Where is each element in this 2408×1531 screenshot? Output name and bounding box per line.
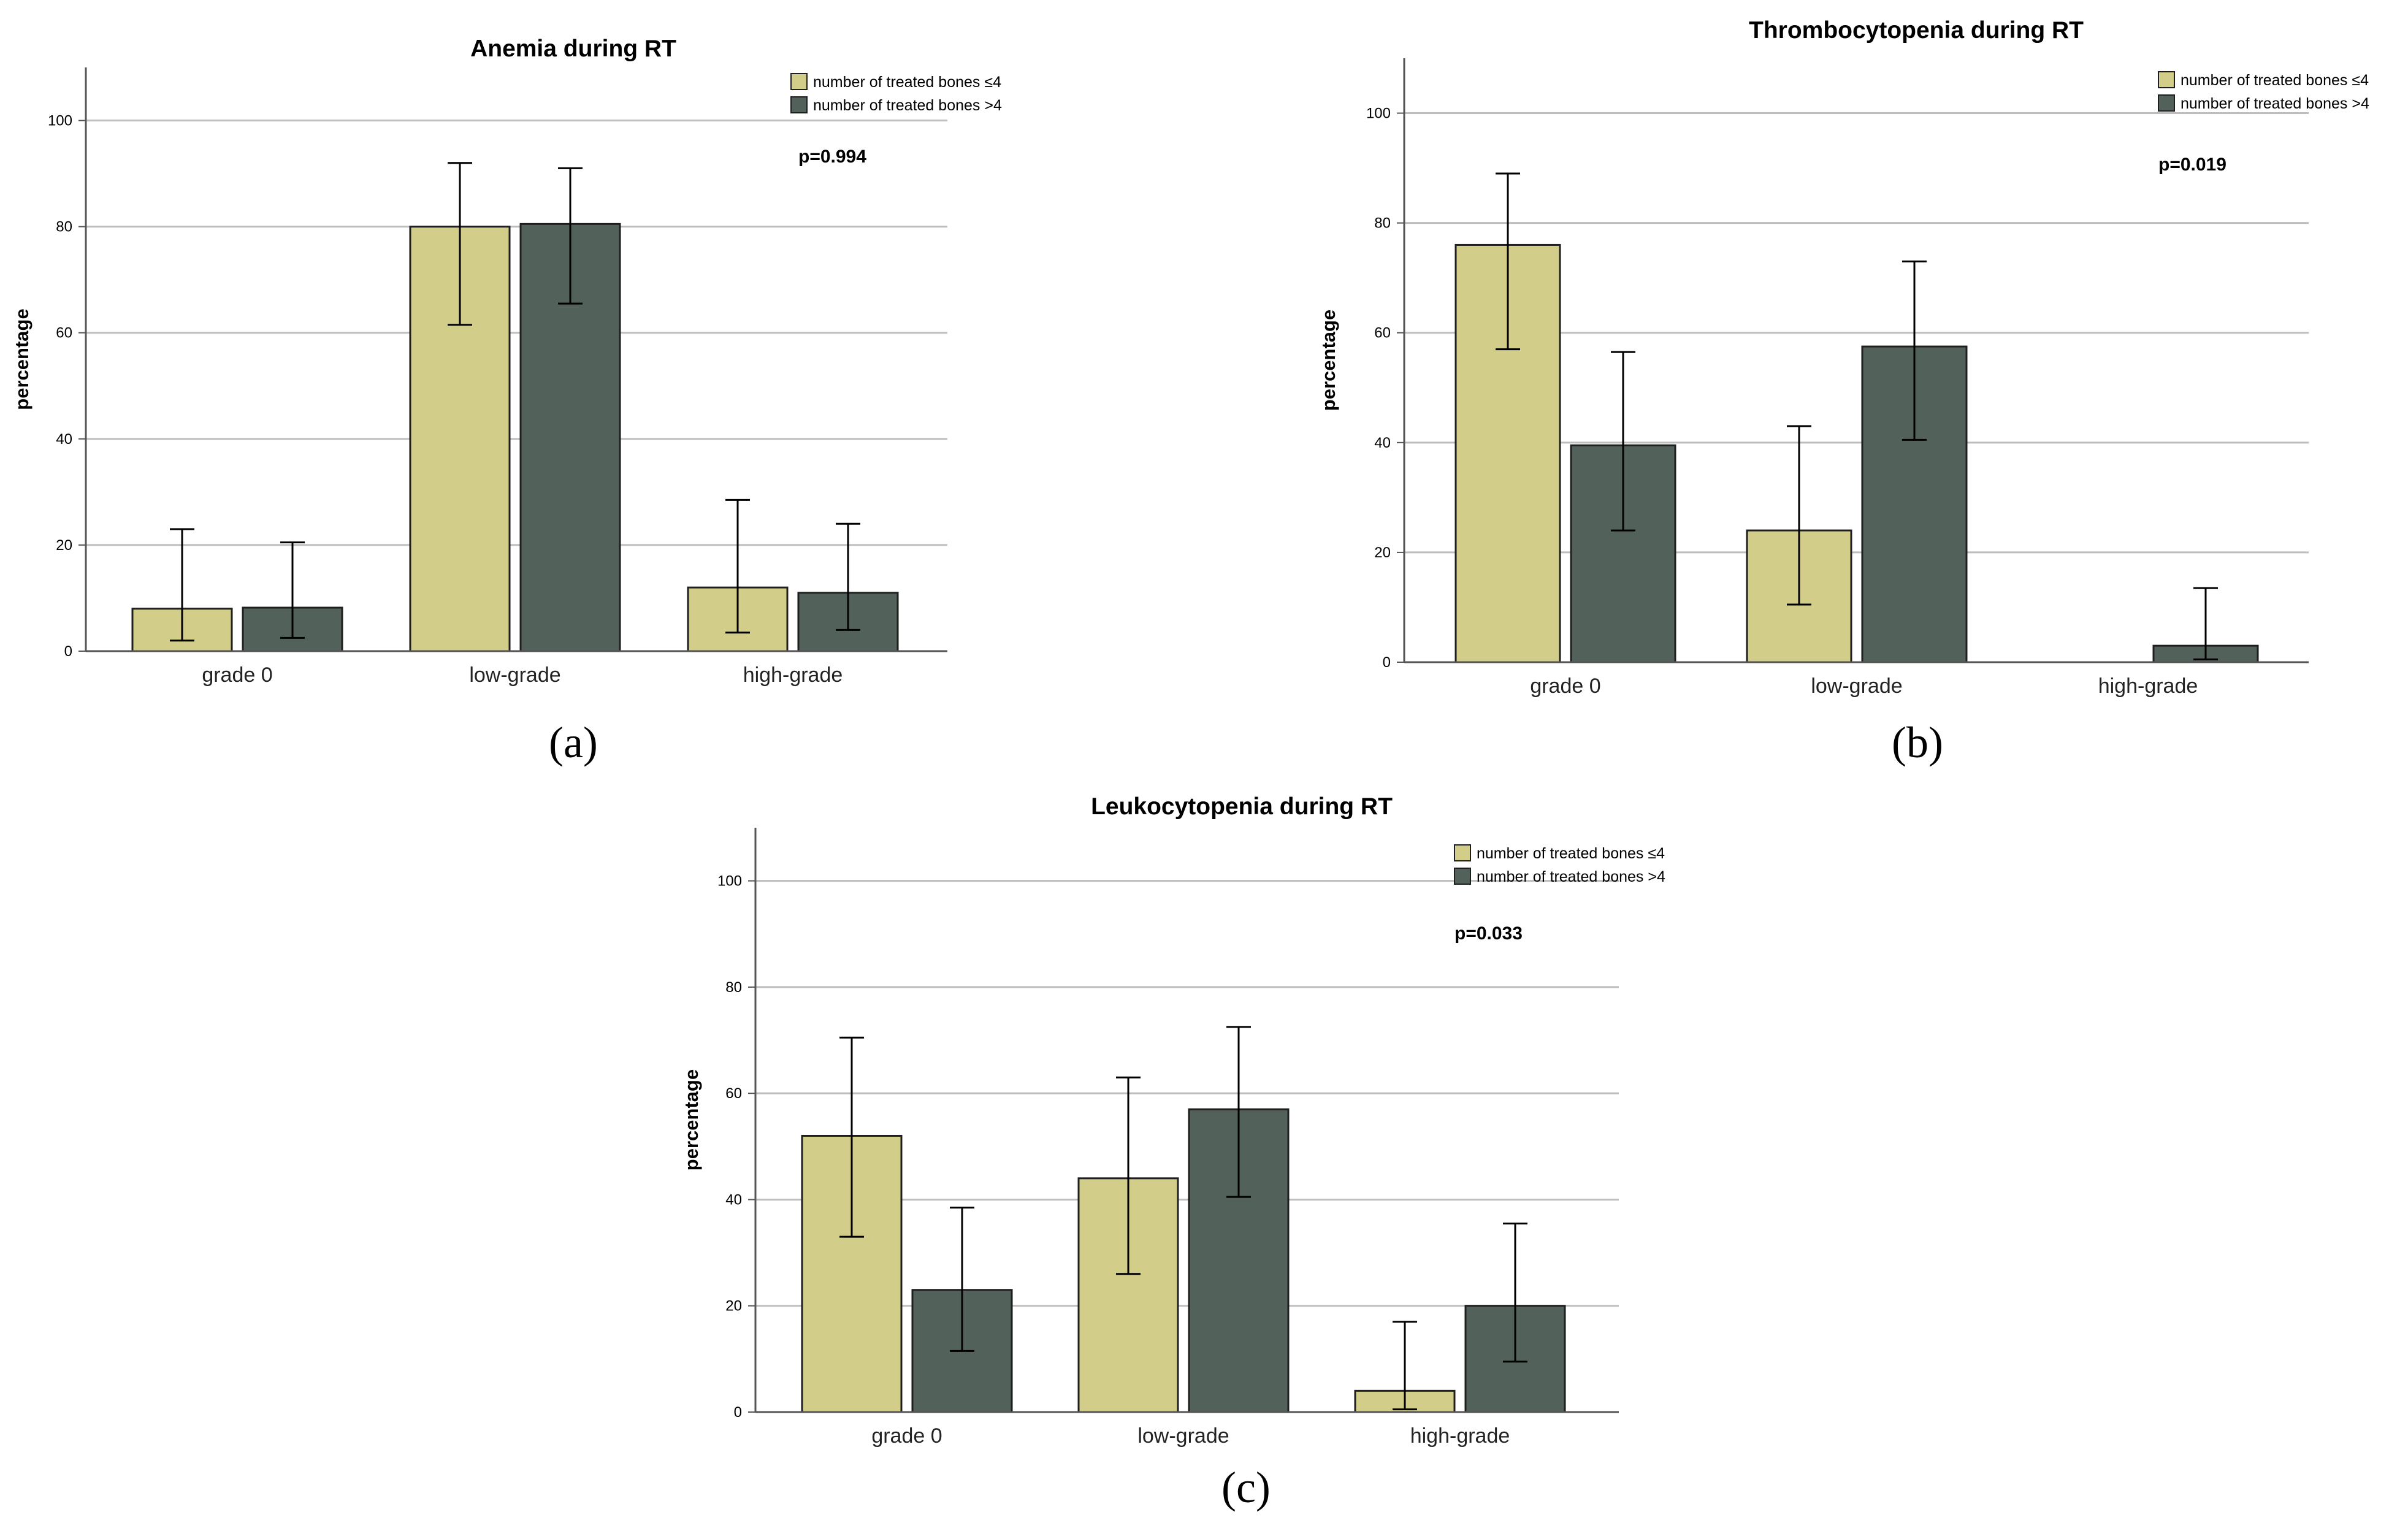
chart-title: Thrombocytopenia during RT xyxy=(1749,17,2084,44)
y-tick-label: 40 xyxy=(725,1191,742,1208)
x-tick-label: grade 0 xyxy=(202,663,272,687)
anemia-chart: 0 20 40 60 80 100 grade 0 low-grade high-grade An… xyxy=(11,36,1002,687)
x-tick-label: high-grade xyxy=(1410,1424,1510,1448)
y-axis-label: percentage xyxy=(1318,310,1339,411)
legend-swatch xyxy=(790,96,808,113)
y-axis-label: percentage xyxy=(11,308,32,410)
x-tick-label: low-grade xyxy=(1137,1424,1229,1448)
legend-swatch xyxy=(1454,844,1471,861)
legend-label: number of treated bones ≤4 xyxy=(2181,72,2369,89)
y-tick-label: 60 xyxy=(56,325,72,342)
y-axis-label: percentage xyxy=(681,1069,702,1170)
chart-panel-b: 0 20 40 60 80 100 grade 0 low-grade high-grade Th… xyxy=(1300,0,2408,736)
x-tick-label: high-grade xyxy=(2098,674,2198,698)
thrombocytopenia-chart: 0 20 40 60 80 100 grade 0 low-grade high-grade Th… xyxy=(1318,17,2369,698)
legend-label: number of treated bones >4 xyxy=(1477,868,1665,885)
legend-swatch xyxy=(2158,71,2175,88)
leukocytopenia-chart: 0 20 40 60 80 100 grade 0 low-grade high-grade Le… xyxy=(681,793,1665,1448)
p-value-annotation: p=0.994 xyxy=(798,147,866,167)
y-tick-label: 20 xyxy=(725,1298,742,1315)
y-tick-label: 60 xyxy=(1374,325,1391,342)
y-tick-label: 100 xyxy=(1366,105,1391,122)
y-tick-label: 60 xyxy=(725,1085,742,1102)
legend-label: number of treated bones >4 xyxy=(2181,95,2369,112)
y-tick-label: 40 xyxy=(56,431,72,448)
legend-label: number of treated bones ≤4 xyxy=(813,74,1001,91)
legend-swatch xyxy=(2158,94,2175,112)
legend-swatch xyxy=(790,73,808,90)
x-tick-label: high-grade xyxy=(743,663,843,687)
x-tick-label: low-grade xyxy=(1811,674,1902,698)
y-tick-label: 20 xyxy=(56,537,72,554)
panel-label-b: (b) xyxy=(1892,718,1943,767)
x-tick-label: low-grade xyxy=(469,663,560,687)
y-tick-label: 80 xyxy=(725,979,742,996)
legend-label: number of treated bones ≤4 xyxy=(1477,845,1665,862)
y-tick-label: 0 xyxy=(1383,654,1391,671)
legend-swatch xyxy=(1454,868,1471,885)
bar xyxy=(519,223,621,652)
y-tick-label: 40 xyxy=(1374,435,1391,451)
chart-title: Anemia during RT xyxy=(470,36,676,62)
y-tick-label: 0 xyxy=(734,1404,742,1421)
x-tick-label: grade 0 xyxy=(871,1424,942,1448)
x-tick-label: grade 0 xyxy=(1530,674,1600,698)
y-tick-label: 80 xyxy=(56,219,72,235)
chart-panel-a: 0 20 40 60 80 100 grade 0 low-grade high-grade An… xyxy=(0,0,1055,736)
y-tick-label: 20 xyxy=(1374,544,1391,561)
y-tick-label: 100 xyxy=(717,873,742,890)
p-value-annotation: p=0.033 xyxy=(1454,923,1523,944)
y-tick-label: 0 xyxy=(64,643,72,660)
p-value-annotation: p=0.019 xyxy=(2158,155,2226,175)
chart-title: Leukocytopenia during RT xyxy=(1091,793,1393,820)
panel-label-a: (a) xyxy=(549,718,598,767)
y-tick-label: 80 xyxy=(1374,215,1391,232)
y-tick-label: 100 xyxy=(48,113,72,129)
chart-panel-c: 0 20 40 60 80 100 grade 0 low-grade high-grade Le… xyxy=(668,776,1723,1531)
legend-label: number of treated bones >4 xyxy=(813,97,1002,114)
panel-label-c: (c) xyxy=(1221,1463,1271,1512)
